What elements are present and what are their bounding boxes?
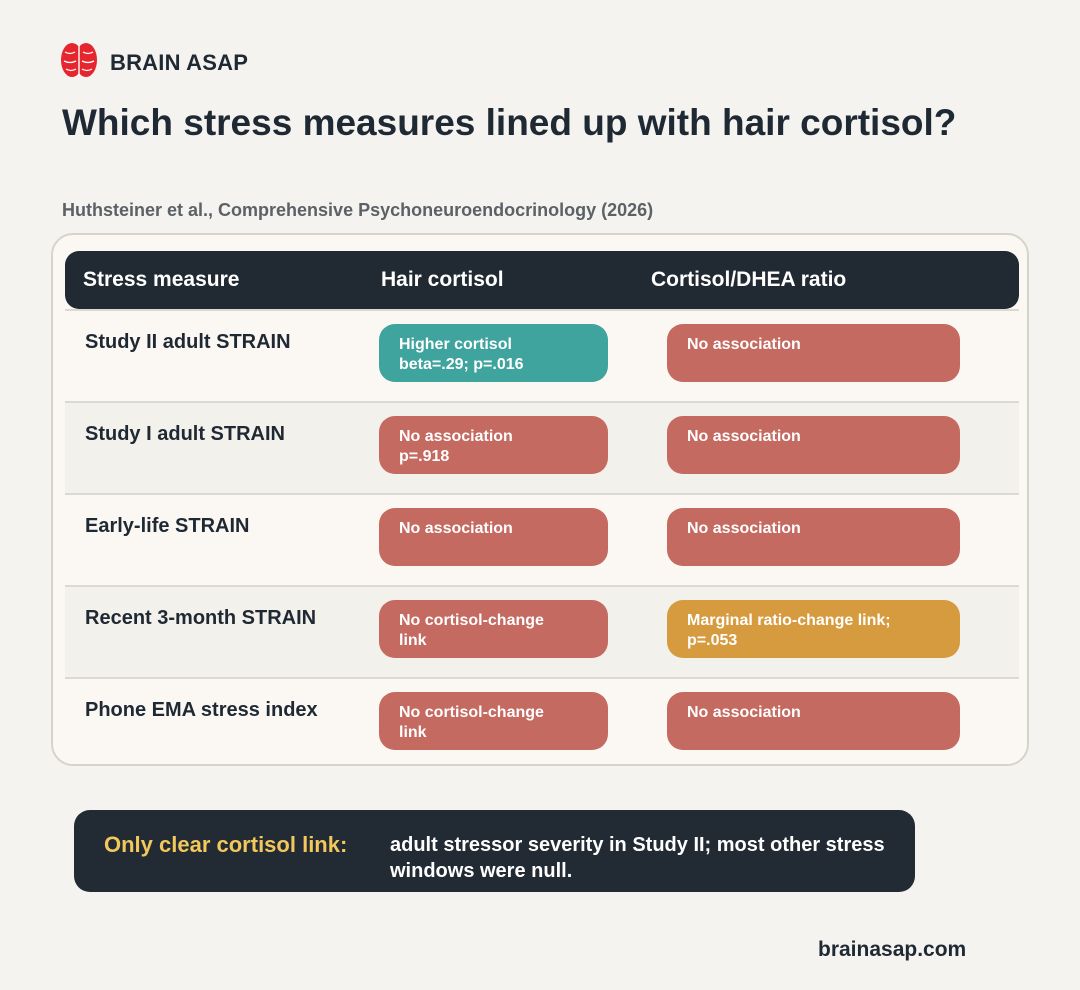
table-row: Study I adult STRAIN No association p=.9… xyxy=(65,401,1019,493)
hair-cortisol-result: No cortisol-change link xyxy=(379,692,608,750)
table-header: Stress measure Hair cortisol Cortisol/DH… xyxy=(65,251,1019,309)
brain-icon xyxy=(60,40,98,85)
column-header-ratio: Cortisol/DHEA ratio xyxy=(651,268,847,291)
hair-cortisol-result: Higher cortisol beta=.29; p=.016 xyxy=(379,324,608,382)
summary-text: adult stressor severity in Study II; mos… xyxy=(390,834,885,882)
ratio-result: No association xyxy=(667,692,960,750)
hair-cortisol-result: No cortisol-change link xyxy=(379,600,608,658)
table-row: Recent 3-month STRAIN No cortisol-change… xyxy=(65,585,1019,677)
page-subtitle: Huthsteiner et al., Comprehensive Psycho… xyxy=(62,200,654,220)
stress-measure-label: Recent 3-month STRAIN xyxy=(85,607,317,629)
ratio-result: No association xyxy=(667,416,960,474)
table-row: Study II adult STRAIN Higher cortisol be… xyxy=(65,309,1019,401)
footer-site: brainasap.com xyxy=(818,938,967,961)
stress-measure-label: Study II adult STRAIN xyxy=(85,331,291,353)
page-title: Which stress measures lined up with hair… xyxy=(62,102,957,143)
column-header-measure: Stress measure xyxy=(83,268,240,291)
stress-measure-label: Study I adult STRAIN xyxy=(85,423,285,445)
hair-cortisol-result: No association xyxy=(379,508,608,566)
table-row: Early-life STRAIN No association No asso… xyxy=(65,493,1019,585)
ratio-result: No association xyxy=(667,508,960,566)
summary-callout: Only clear cortisol link: adult stressor… xyxy=(74,810,915,892)
brand: BRAIN ASAP xyxy=(60,40,248,85)
summary-label: Only clear cortisol link: xyxy=(104,832,348,857)
hair-cortisol-result: No association p=.918 xyxy=(379,416,608,474)
stress-measure-label: Phone EMA stress index xyxy=(85,699,318,721)
brand-name: BRAIN ASAP xyxy=(110,49,249,75)
table-row: Phone EMA stress index No cortisol-chang… xyxy=(65,677,1019,764)
column-header-hair-cortisol: Hair cortisol xyxy=(381,268,504,291)
ratio-result: No association xyxy=(667,324,960,382)
results-table: Stress measure Hair cortisol Cortisol/DH… xyxy=(51,233,1029,766)
stress-measure-label: Early-life STRAIN xyxy=(85,515,250,537)
ratio-result: Marginal ratio-change link; p=.053 xyxy=(667,600,960,658)
